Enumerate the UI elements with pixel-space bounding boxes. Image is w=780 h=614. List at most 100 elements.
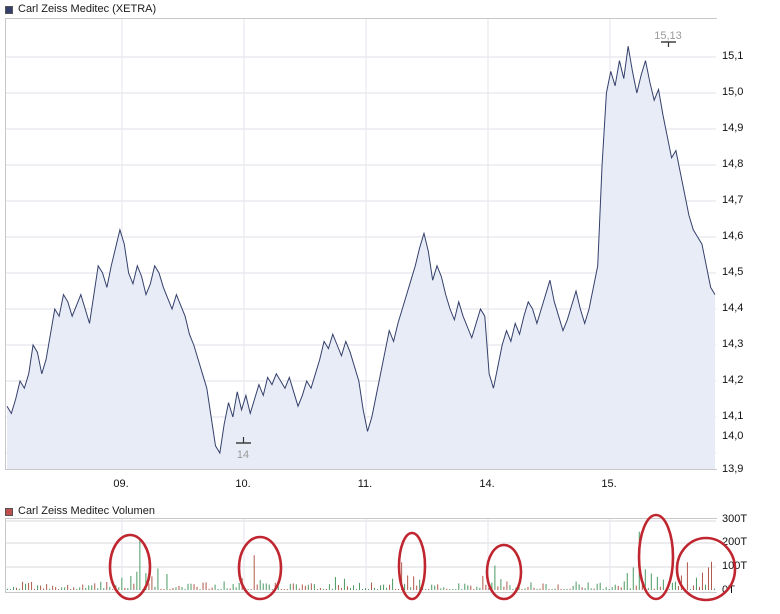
volume-bar [714,588,715,590]
price-y-tick: 14,8 [722,158,744,170]
price-line-chart [6,19,716,469]
volume-bar [470,585,472,590]
volume-bar [488,587,490,590]
volume-bar [19,588,21,590]
volume-bar [656,576,658,590]
volume-bar [482,575,484,590]
volume-bar [256,584,258,590]
volume-bar [425,589,427,590]
x-axis-tick: 10. [235,478,251,490]
volume-bar [662,579,664,590]
volume-bar [419,579,421,590]
price-plot-area[interactable] [5,18,717,470]
volume-bar [692,585,694,590]
volume-bar [205,582,207,590]
volume-bar [7,588,8,590]
volume-plot-area[interactable] [5,518,717,593]
volume-bar [683,588,685,590]
volume-bar [377,589,379,590]
volume-bar [710,561,712,590]
volume-bar [407,575,409,590]
volume-bar [130,575,132,590]
volume-bar [136,571,138,590]
price-y-tick: 13,9 [722,463,744,475]
volume-bar [178,585,180,590]
volume-bar [392,578,394,590]
volume-bar [193,584,195,590]
volume-bar [443,587,445,590]
volume-bar [127,588,129,590]
price-y-tick: 14,3 [722,338,744,350]
volume-bar [644,569,646,590]
volume-bar [440,588,442,590]
volume-bar [422,585,424,590]
volume-bar [680,575,682,590]
volume-bar [560,588,562,590]
volume-bar [359,582,360,590]
volume-bar [133,583,135,590]
volume-bar [620,587,622,590]
volume-bar [458,583,460,590]
volume-bar [109,586,111,590]
volume-bar [274,582,276,590]
volume-bar [91,585,93,590]
x-axis-tick: 09. [113,478,129,490]
volume-bar [623,581,625,590]
volume-bar [509,585,511,590]
volume-bar [139,540,141,590]
volume-bar [467,585,469,590]
volume-bar [325,589,327,590]
volume-bar [328,584,330,590]
volume-bar [154,586,156,590]
volume-bar [268,584,270,590]
volume-bar [401,562,403,590]
x-axis-tick: 15. [601,478,617,490]
volume-bar [85,588,87,590]
volume-bar [380,585,382,590]
volume-bar [142,588,144,590]
volume-bar [322,589,324,590]
volume-bar [611,587,613,590]
volume-bar [184,589,186,590]
volume-bar [671,582,673,590]
volume-bar [346,586,348,590]
volume-bar [97,588,99,590]
volume-bar [157,568,159,590]
volume-bar [88,585,90,590]
volume-bar [34,588,36,590]
volume-bar [271,589,273,590]
volume-bar [389,584,391,590]
volume-bar [46,584,48,590]
volume-bar [316,589,318,590]
volume-bar [503,586,505,590]
volume-bar [515,587,517,590]
volume-bar [214,584,216,590]
volume-bar [52,585,54,590]
volume-bar [223,581,225,590]
volume-bar [181,586,183,590]
volume-bar [539,588,541,590]
volume-bar [280,589,282,590]
volume-bar [226,588,228,590]
price-y-tick: 15,1 [722,50,744,62]
volume-bar [64,587,66,590]
volume-bar [250,589,252,590]
price-series-label: Carl Zeiss Meditec (XETRA) [18,3,157,15]
volume-bar [331,588,333,590]
volume-bar [506,581,508,590]
square-swatch-icon [5,507,13,516]
volume-bar [283,589,285,590]
volume-bar [500,579,502,590]
volume-bar [43,588,45,590]
volume-bar [368,589,370,590]
volume-bar [557,584,559,590]
volume-gridlines [6,519,716,592]
volume-bar [593,588,595,590]
volume-bar [115,585,117,590]
volume-bar [629,588,631,590]
volume-bar [479,587,481,590]
volume-bar [25,583,27,590]
volume-series-label: Carl Zeiss Meditec Volumen [18,505,155,517]
volume-bar [464,583,466,590]
